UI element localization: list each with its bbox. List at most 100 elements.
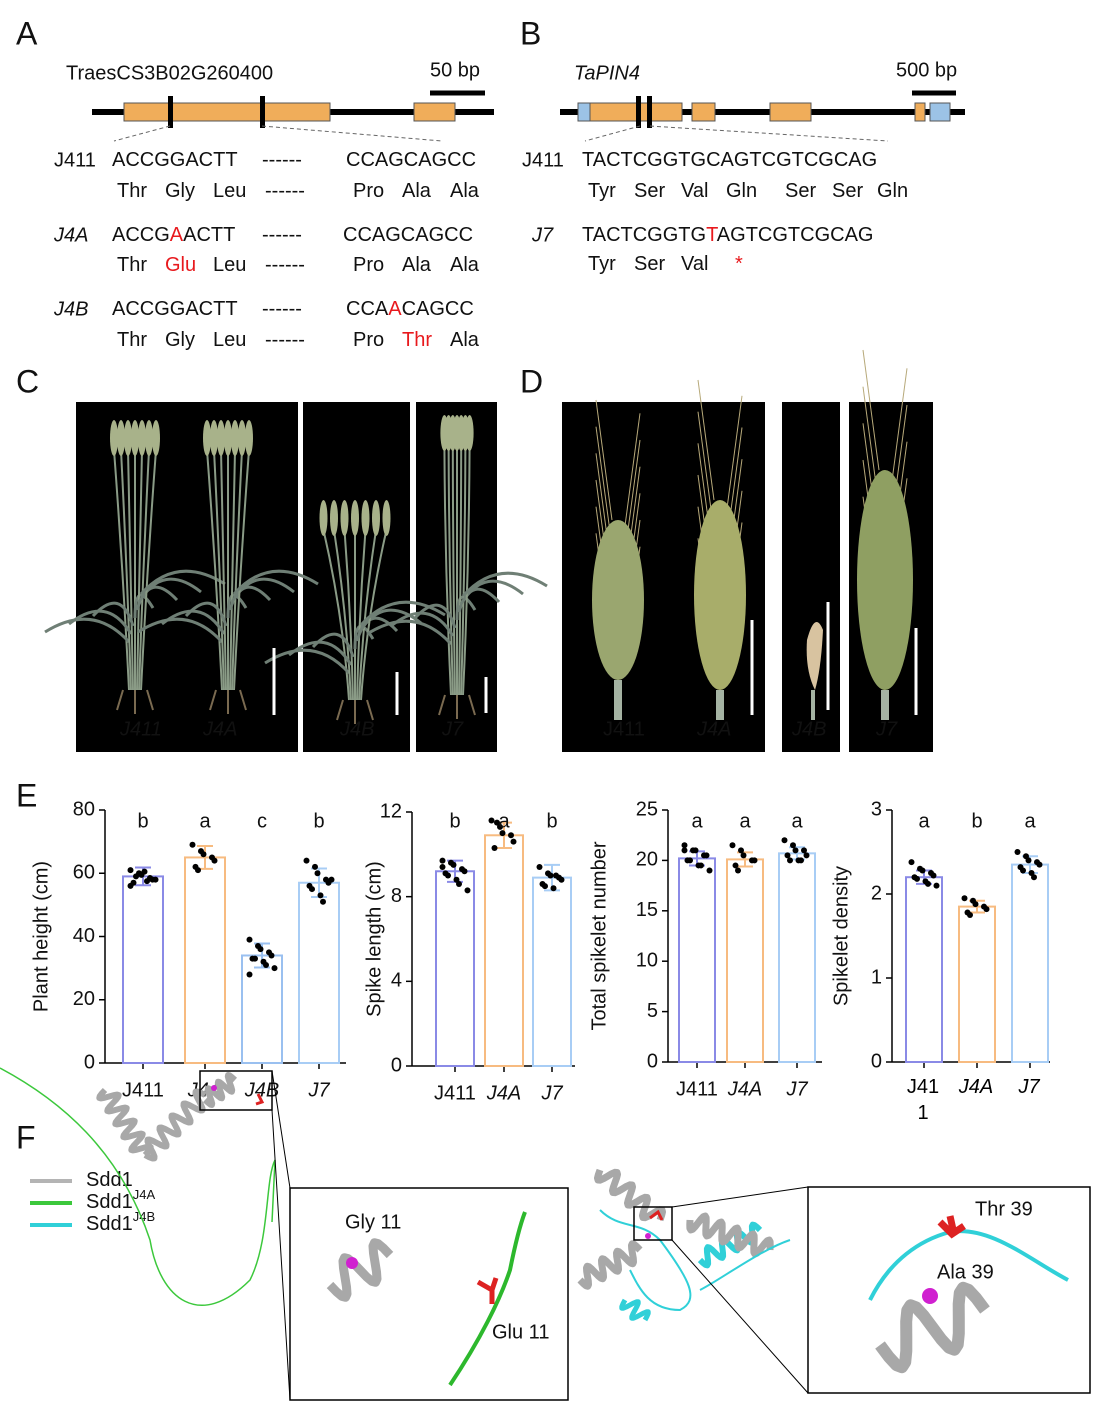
residue [645,1233,651,1239]
x-label-box: J411 [906,1076,940,1124]
sequence-segment: CAGCC [402,298,474,320]
data-point [787,857,793,864]
spike [138,420,146,456]
sequence-segment: Gly [165,180,195,202]
x-tick-label: J411 [906,1076,940,1124]
callout: Gly 11 [345,1211,401,1233]
sequence-token: ------ [265,180,305,202]
stem [231,449,243,691]
data-point [491,844,498,851]
sequence-segment: Ser [832,180,863,202]
stem [443,444,452,696]
data-point [200,851,207,858]
spike [238,420,246,456]
data-point [803,852,810,859]
significance-letter: a [739,810,751,832]
leaf [413,603,457,629]
mutation: T [706,224,718,246]
exon [929,102,951,122]
stem [213,449,225,691]
sequence-segment: Pro [353,329,384,351]
y-tick-label: 60 [73,862,95,884]
significance-letter: b [137,810,148,832]
photo-label: J7 [441,718,464,740]
mutation: * [735,253,743,275]
sequence-token: Gly [165,180,195,202]
mutation: Thr [402,329,432,351]
data-point [914,875,920,882]
sequence-segment: Ala [402,180,432,202]
sequence-token: Thr [402,329,432,351]
photo-label: J7 [875,718,898,740]
exon [691,102,716,122]
legend-name: Sdd1 [86,1191,133,1213]
data-point [133,873,139,880]
leaf [161,609,226,635]
data-point [547,872,554,879]
x-tick-label: J4A [958,1076,994,1098]
mutation: A [170,224,184,246]
awn [862,349,880,471]
sequence-token: Ala [402,254,432,276]
sequence-segment: ------ [262,149,302,171]
data-point [189,841,196,848]
legend-label: Sdd1J4B [86,1209,155,1235]
roots [336,699,374,724]
photo-label: J411 [603,718,645,740]
spike [203,420,211,456]
spike [351,500,359,536]
x-label-box: J4A [958,1076,994,1098]
y-tick-label: 40 [73,925,95,947]
mutation: Glu [165,254,196,276]
data-point [1014,849,1021,855]
legend-superscript: J4B [133,1209,155,1224]
x-tick-label: J4A [727,1078,762,1100]
x-tick-label: J4A [486,1082,521,1104]
sequence-token: Val [681,180,708,202]
exon [413,102,456,122]
data-point [456,880,462,887]
sequence-segment: Pro [353,180,384,202]
helix [326,1238,394,1302]
bar [298,881,340,1064]
callout: Ala 39 [937,1261,994,1283]
data-point [439,864,446,871]
awn [697,379,715,501]
helix [96,1087,154,1158]
spike [340,500,349,536]
sequence-token: ------ [262,224,302,246]
data-point [706,867,713,874]
data-point [751,857,758,864]
spike [145,420,153,456]
data-point [211,857,218,864]
y-axis-label: Total spikelet number [588,841,610,1030]
y-tick-label: 80 [73,798,95,820]
sequence-segment: Leu [213,180,246,202]
stem [229,449,236,691]
ear [857,470,913,690]
awn [623,413,641,534]
sequence-token: ------ [265,329,305,351]
y-tick-label: 10 [636,949,658,971]
x-tick-label: J411 [434,1082,476,1104]
leaf [232,569,319,596]
panel-label: D [520,363,543,399]
spike [382,500,391,536]
sequence-segment: Leu [213,254,246,276]
sequence-segment: Tyr [588,253,616,275]
leaf [68,609,133,635]
leaf [137,577,202,603]
sequence-token: Thr [117,254,147,276]
coil [599,1209,791,1312]
bar [435,870,475,1067]
bar [532,876,572,1067]
data-point [919,867,926,874]
sequence-segment: Val [681,180,708,202]
spike [124,420,132,456]
spike [245,420,253,456]
data-point [558,876,565,883]
data-point [1036,861,1043,868]
y-tick-label: 4 [391,970,402,992]
x-tick-label: J7 [540,1082,563,1104]
helix [875,1281,990,1374]
